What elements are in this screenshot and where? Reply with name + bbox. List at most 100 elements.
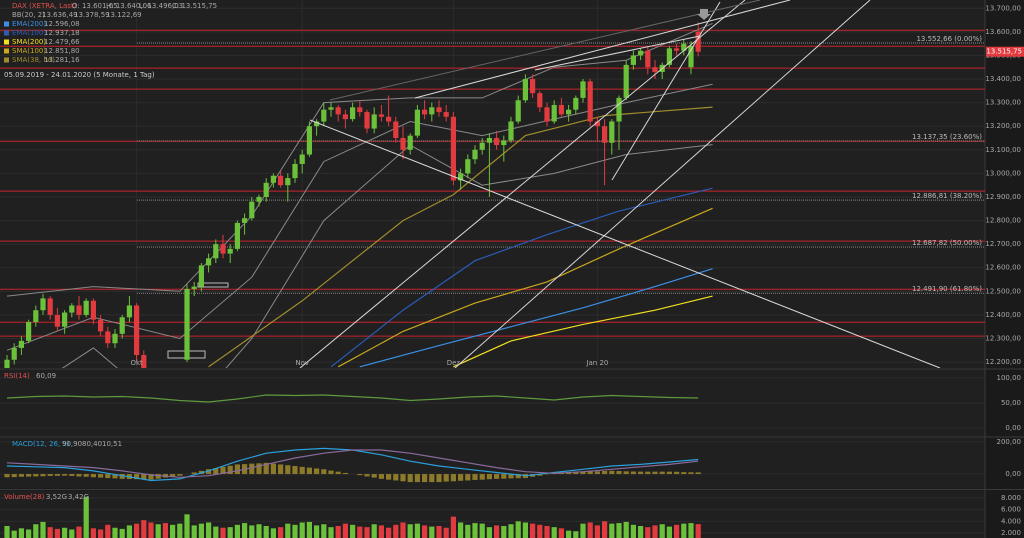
fib-label: 13.552,66 (0.00%) (916, 35, 982, 43)
macd-hist (76, 474, 82, 477)
macd-hist (306, 467, 312, 475)
candle-body (602, 126, 608, 143)
macd-hist (321, 469, 327, 475)
x-tick-label: Jan 20 (585, 359, 608, 367)
macd-hist (681, 472, 687, 475)
ma-line (337, 207, 713, 368)
candle-body (98, 319, 104, 332)
candle-body (357, 107, 363, 113)
candle-body (26, 322, 32, 341)
macd-hist (18, 474, 24, 477)
volume-bar (422, 525, 428, 538)
y-tick-label: 100,00 (997, 374, 1022, 382)
macd-hist (234, 464, 240, 475)
candle-body (544, 107, 550, 122)
macd-hist (314, 468, 320, 475)
macd-hist (623, 471, 629, 475)
volume-bar (69, 529, 75, 538)
y-tick-label: 12.600,00 (985, 264, 1021, 272)
gap-marker (197, 282, 229, 288)
candle-body (623, 64, 629, 98)
macd-hist (494, 474, 500, 479)
y-tick-label: 13.400,00 (985, 75, 1021, 83)
candle-body (450, 116, 456, 181)
macd-hist (278, 464, 284, 475)
candle-body (573, 97, 579, 110)
candle-body (76, 305, 82, 315)
volume-bar (256, 524, 262, 538)
volume-bar (321, 524, 327, 538)
y-tick-label: 13.300,00 (985, 99, 1021, 107)
macd-hist (33, 474, 39, 477)
candle-body (4, 359, 10, 368)
macd-hist (386, 474, 392, 480)
macd-hist (134, 474, 140, 480)
macd-hist (11, 474, 17, 478)
volume-bar (652, 525, 658, 538)
candle-body (54, 314, 60, 327)
candle-body (335, 107, 341, 115)
volume-bar (508, 524, 514, 538)
candle-body (479, 142, 485, 150)
y-tick-label: 12.400,00 (985, 311, 1021, 319)
volume-bar (364, 527, 370, 538)
macd-hist (213, 468, 219, 475)
volume-bar (530, 523, 536, 538)
candle-body (213, 244, 219, 259)
ma-line (453, 295, 713, 368)
rsi-line (6, 394, 699, 403)
signal-line (6, 449, 699, 478)
volume-bar (357, 526, 363, 538)
macd-hist (688, 472, 694, 475)
trendlines (299, 0, 941, 368)
volume-bar (177, 523, 183, 538)
volume-bar (40, 521, 46, 538)
candle-body (551, 104, 557, 122)
legend-value: 13.636,49 (42, 11, 78, 19)
macd-hist (501, 474, 507, 479)
candle-body (184, 288, 190, 360)
macd-hist (602, 471, 608, 475)
ohlc-legend: L: 13.496,03 (139, 2, 183, 10)
candle-body (191, 286, 197, 289)
candle-body (256, 196, 262, 202)
volume-bar (249, 525, 255, 538)
y-tick-label: 6.000 (1001, 506, 1021, 514)
volume-bar (638, 525, 644, 538)
macd-hist (170, 474, 176, 477)
y-tick-label: 8.000 (1001, 494, 1021, 502)
macd-hist (119, 474, 125, 479)
macd-hist (54, 474, 60, 476)
candle-body (666, 48, 672, 65)
y-tick-label: 50,00 (1001, 399, 1021, 407)
candle-body (472, 149, 478, 160)
ohlc-legend: O: 13.601,65 (72, 2, 118, 10)
legend: DAX (XETRA, Last) O: 13.601,65 H: 13.640… (4, 2, 217, 501)
volume-bar (170, 524, 176, 538)
bb-lower (61, 144, 713, 368)
candle-body (270, 175, 276, 183)
volume-bar (414, 523, 420, 538)
macd-hist (285, 465, 291, 475)
volume-bar (47, 527, 53, 538)
macd-hist (400, 474, 406, 482)
candle-body (638, 50, 644, 56)
macd-hist (371, 474, 377, 478)
volume-bar (436, 525, 442, 538)
y-tick-label: 13.600,00 (985, 28, 1021, 36)
candle-body (371, 114, 377, 129)
volume-bar (400, 522, 406, 538)
bb-upper (6, 22, 713, 297)
macd-hist (450, 474, 456, 482)
volume-bar (314, 525, 320, 538)
x-tick-label: Nov (295, 359, 309, 367)
volume-bar (126, 525, 132, 538)
volume-bar (551, 527, 557, 538)
y-tick-label: 12.300,00 (985, 335, 1021, 343)
legend-value: 13.281,16 (44, 56, 80, 64)
volume-bar (184, 514, 190, 538)
volume-bar (18, 528, 24, 538)
last-price-label: 13.515,75 (986, 48, 1022, 56)
volume-bar (285, 523, 291, 538)
axes: 12.200,00 12.300,00 12.400,00 12.500,00 12.6… (130, 4, 1024, 537)
